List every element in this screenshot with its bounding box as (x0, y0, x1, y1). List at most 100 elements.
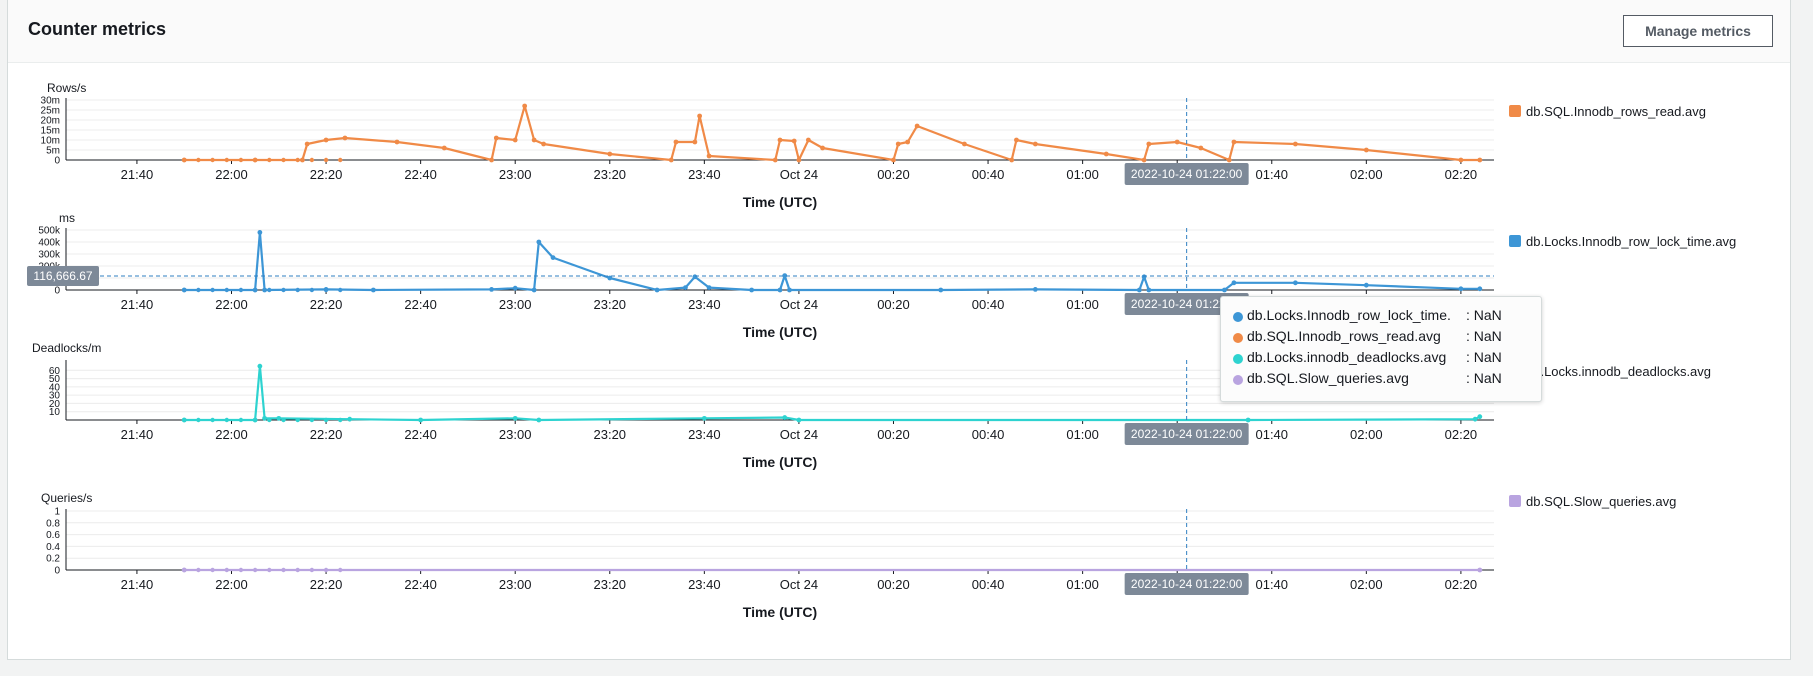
data-point[interactable] (914, 123, 920, 129)
data-point[interactable] (1141, 157, 1147, 163)
tooltip-row: db.SQL.Innodb_rows_read.avg : NaN (1221, 328, 1541, 349)
data-point[interactable] (536, 417, 542, 423)
legend-swatch[interactable] (1509, 495, 1521, 507)
data-point[interactable] (673, 139, 679, 145)
data-point[interactable] (536, 239, 542, 245)
data-point[interactable] (701, 415, 707, 421)
data-point[interactable] (962, 141, 967, 147)
data-point[interactable] (512, 137, 518, 143)
data-point[interactable] (1472, 416, 1478, 422)
data-point[interactable] (1014, 137, 1019, 143)
data-point[interactable] (1136, 287, 1142, 293)
data-point[interactable] (697, 113, 703, 119)
data-point[interactable] (1174, 139, 1180, 145)
data-point[interactable] (796, 157, 802, 163)
data-point[interactable] (1477, 157, 1483, 163)
legend-swatch[interactable] (1509, 105, 1521, 117)
data-point[interactable] (891, 157, 896, 163)
data-point[interactable] (820, 145, 825, 151)
data-point (338, 567, 343, 573)
data-point[interactable] (772, 157, 778, 163)
data-point[interactable] (1458, 157, 1464, 163)
legend-label[interactable]: db.SQL.Slow_queries.avg (1526, 494, 1676, 509)
data-point[interactable] (905, 139, 911, 145)
data-point[interactable] (1032, 141, 1038, 147)
data-point[interactable] (347, 416, 353, 422)
data-point[interactable] (550, 255, 556, 260)
data-point[interactable] (342, 135, 348, 141)
data-point[interactable] (692, 139, 698, 145)
data-point[interactable] (749, 287, 755, 293)
data-point[interactable] (418, 417, 424, 423)
data-point[interactable] (791, 138, 797, 144)
data-point[interactable] (512, 415, 518, 421)
data-point[interactable] (1477, 567, 1483, 573)
data-point[interactable] (692, 274, 698, 280)
series-line[interactable] (184, 231, 1480, 292)
data-point[interactable] (805, 137, 811, 143)
data-point[interactable] (1231, 280, 1237, 286)
data-point[interactable] (522, 103, 528, 109)
data-point[interactable] (323, 137, 329, 143)
data-point[interactable] (782, 273, 788, 278)
data-point[interactable] (787, 287, 792, 293)
data-point[interactable] (777, 287, 783, 293)
data-point[interactable] (668, 157, 674, 163)
data-point[interactable] (1146, 287, 1152, 293)
data-point[interactable] (300, 157, 305, 163)
data-point[interactable] (1103, 151, 1109, 157)
data-point[interactable] (394, 139, 400, 145)
data-point[interactable] (370, 287, 376, 293)
data-point[interactable] (304, 141, 310, 147)
data-point[interactable] (276, 415, 282, 421)
data-point[interactable] (938, 287, 944, 293)
data-point[interactable] (257, 363, 263, 369)
x-tick-label: 01:00 (1066, 427, 1099, 442)
data-point[interactable] (1477, 286, 1483, 292)
manage-metrics-button[interactable]: Manage metrics (1623, 15, 1773, 47)
data-point[interactable] (262, 287, 267, 293)
data-point[interactable] (607, 275, 613, 281)
data-point[interactable] (683, 285, 688, 290)
data-point[interactable] (257, 230, 263, 235)
data-point[interactable] (654, 287, 660, 293)
legend-label[interactable]: db.Locks.innodb_deadlocks.avg (1526, 364, 1711, 379)
data-point (323, 417, 329, 423)
data-point (252, 567, 258, 573)
data-point[interactable] (1146, 141, 1152, 147)
data-point[interactable] (1032, 287, 1038, 292)
legend-label[interactable]: db.Locks.Innodb_row_lock_time.avg (1526, 234, 1736, 249)
data-point[interactable] (1458, 286, 1464, 292)
data-point[interactable] (1245, 417, 1251, 423)
data-point[interactable] (1363, 282, 1369, 288)
data-point[interactable] (541, 141, 546, 147)
data-point[interactable] (1231, 139, 1237, 145)
data-point[interactable] (512, 285, 518, 291)
data-point[interactable] (489, 157, 494, 163)
series-line[interactable] (184, 104, 1480, 162)
data-point[interactable] (895, 141, 901, 147)
data-point[interactable] (441, 145, 447, 151)
data-point[interactable] (1293, 280, 1298, 286)
data-point[interactable] (1226, 157, 1232, 163)
data-point[interactable] (1009, 157, 1015, 163)
data-point[interactable] (1477, 414, 1483, 420)
data-point[interactable] (489, 287, 494, 292)
data-point[interactable] (607, 151, 613, 157)
data-point[interactable] (531, 287, 537, 293)
data-point[interactable] (493, 135, 499, 141)
data-point[interactable] (782, 415, 788, 420)
data-point[interactable] (1141, 274, 1147, 280)
data-point[interactable] (262, 415, 267, 421)
data-point[interactable] (796, 417, 802, 423)
legend-label[interactable]: db.SQL.Innodb_rows_read.avg (1526, 104, 1706, 119)
data-point[interactable] (1222, 287, 1227, 293)
data-point[interactable] (706, 153, 712, 159)
data-point[interactable] (777, 137, 783, 143)
legend-swatch[interactable] (1509, 235, 1521, 247)
data-point[interactable] (1198, 145, 1204, 151)
data-point[interactable] (1363, 147, 1369, 153)
data-point[interactable] (706, 285, 712, 290)
data-point[interactable] (531, 137, 537, 143)
data-point[interactable] (1293, 141, 1298, 147)
